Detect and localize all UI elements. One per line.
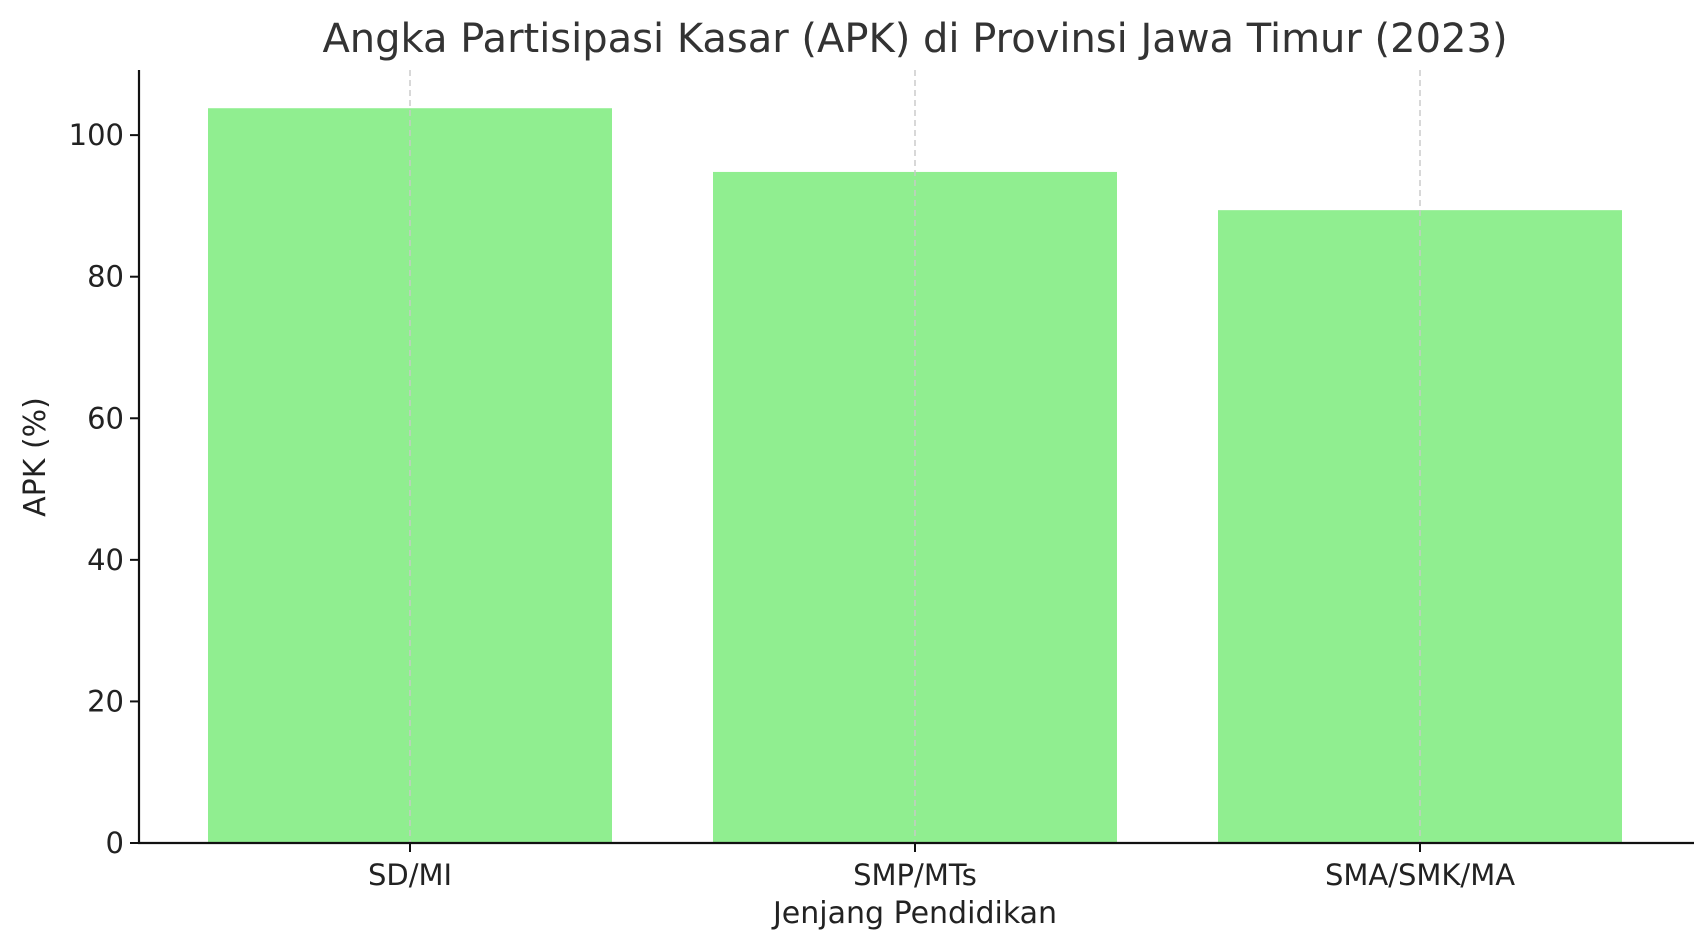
- x-tick-label: SMA/SMK/MA: [1325, 858, 1515, 892]
- x-tick-label: SD/MI: [368, 858, 452, 892]
- y-tick-label: 0: [106, 826, 124, 860]
- x-axis-label: Jenjang Pendidikan: [771, 896, 1057, 931]
- y-axis-label: APK (%): [18, 397, 53, 517]
- y-tick-label: 100: [69, 118, 124, 152]
- chart-title: Angka Partisipasi Kasar (APK) di Provins…: [322, 16, 1507, 62]
- x-tick-label: SMP/MTs: [853, 858, 977, 892]
- y-tick-label: 80: [87, 260, 124, 294]
- tick-layer: 0 20 40 60 80 100 SD/MI SMP/MTs SMA/SMK/MA: [69, 118, 1516, 892]
- y-tick-label: 40: [87, 543, 124, 577]
- y-tick-label: 60: [87, 401, 124, 435]
- y-tick-label: 20: [87, 684, 124, 718]
- grid-layer: [409, 70, 1421, 843]
